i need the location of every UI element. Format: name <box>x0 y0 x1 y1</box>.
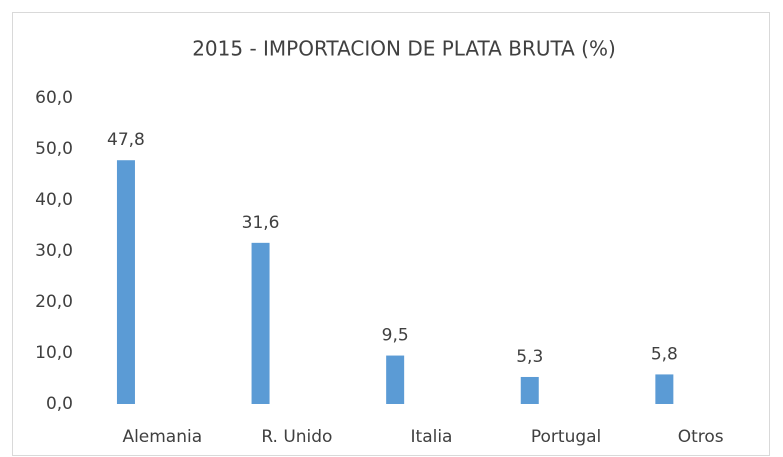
data-label: 31,6 <box>242 213 280 233</box>
bar <box>655 374 674 404</box>
y-tick-label: 60,0 <box>35 88 73 108</box>
y-tick-label: 50,0 <box>35 139 73 159</box>
data-label: 5,8 <box>651 344 678 364</box>
bar <box>386 355 405 404</box>
bar <box>520 376 539 404</box>
y-tick-label: 30,0 <box>35 241 73 261</box>
x-tick-label: Portugal <box>531 427 601 447</box>
bar <box>251 242 270 404</box>
y-tick-label: 40,0 <box>35 190 73 210</box>
x-tick-label: Italia <box>411 427 453 447</box>
y-tick-label: 0,0 <box>46 394 73 414</box>
data-label: 5,3 <box>516 347 543 367</box>
chart-title: 2015 - IMPORTACION DE PLATA BRUTA (%) <box>192 37 616 61</box>
x-tick-label: R. Unido <box>261 427 332 447</box>
data-label: 47,8 <box>107 130 145 150</box>
x-tick-label: Otros <box>678 427 724 447</box>
x-tick-label: Alemania <box>122 427 202 447</box>
y-tick-label: 10,0 <box>35 343 73 363</box>
data-label: 9,5 <box>382 326 409 346</box>
y-tick-label: 20,0 <box>35 292 73 312</box>
bar <box>116 160 135 404</box>
